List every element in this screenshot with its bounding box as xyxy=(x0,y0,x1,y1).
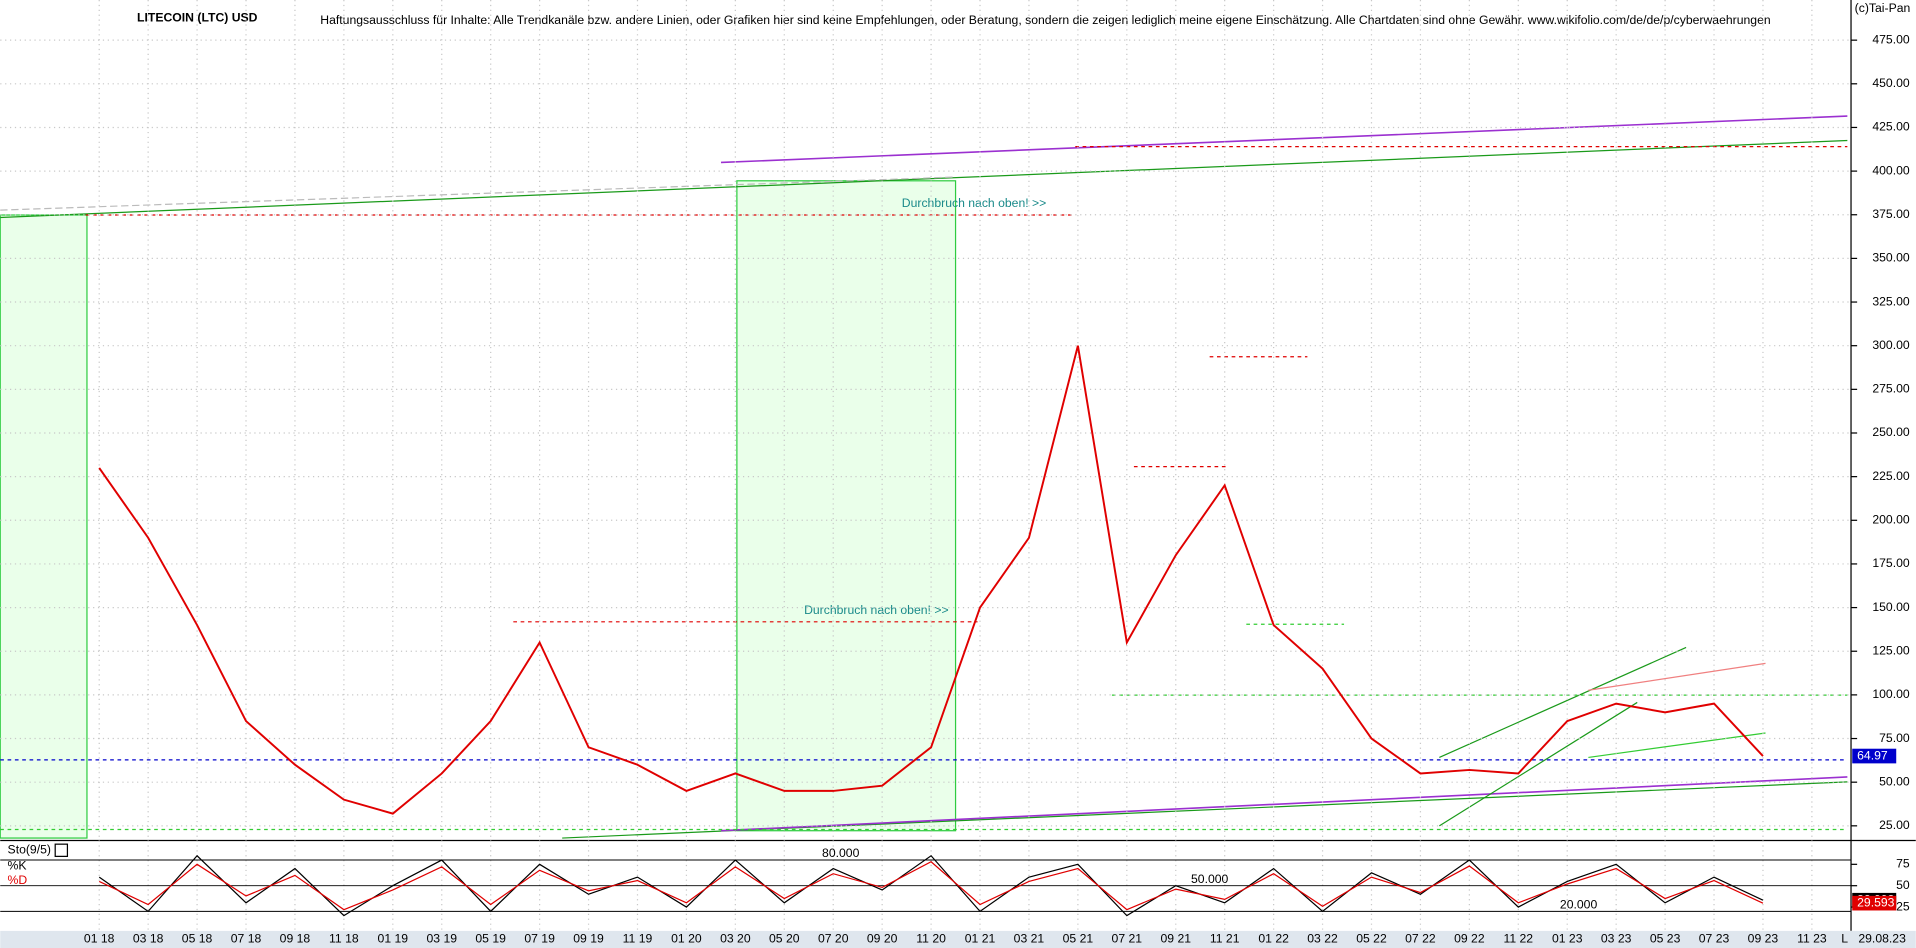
x-tick-label: 03 21 xyxy=(1014,932,1045,946)
y-tick-label: 125.00 xyxy=(1872,643,1910,657)
level-label: 20.000 xyxy=(1560,897,1598,911)
trend-line xyxy=(1588,732,1766,759)
disclaimer: Haftungsausschluss für Inhalte: Alle Tre… xyxy=(320,13,1770,27)
x-tick-label: 01 22 xyxy=(1258,932,1289,946)
trend-line xyxy=(1588,662,1766,691)
y-tick-label: 175.00 xyxy=(1872,556,1910,570)
series-line xyxy=(98,861,1764,911)
y-tick-label: 475.00 xyxy=(1872,32,1910,46)
chart-title: LITECOIN (LTC) USD xyxy=(137,11,258,25)
y-tick-label: 50 xyxy=(1896,878,1910,892)
y-tick-label: 325.00 xyxy=(1872,294,1910,308)
highlight-box xyxy=(736,180,957,832)
y-tick-label: 300.00 xyxy=(1872,338,1910,352)
highlight-box xyxy=(0,214,88,839)
trend-line xyxy=(720,115,1848,164)
series-line xyxy=(98,345,1764,815)
x-tick-label: 05 18 xyxy=(182,932,213,946)
last-value-label: 29.593 xyxy=(1857,895,1895,909)
x-tick-label: 11 22 xyxy=(1503,932,1533,946)
y-tick-label: 400.00 xyxy=(1872,163,1910,177)
x-tick-label: 07 19 xyxy=(524,932,555,946)
x-tick-label: 07 22 xyxy=(1405,932,1436,946)
trend-line xyxy=(1439,646,1687,758)
x-tick-label: 03 22 xyxy=(1307,932,1338,946)
level-label: 50.000 xyxy=(1191,872,1229,886)
trend-line xyxy=(0,176,954,211)
x-tick-label: 01 23 xyxy=(1552,932,1583,946)
legend-entry: %D xyxy=(8,873,28,887)
last-value-flag xyxy=(1852,748,1897,764)
series-line xyxy=(98,854,1764,917)
y-tick-label: 350.00 xyxy=(1872,251,1910,265)
x-tick-label: 07 23 xyxy=(1699,932,1730,946)
x-tick-label: 11 19 xyxy=(623,932,653,946)
level-label: 80.000 xyxy=(822,846,860,860)
x-tick-label: 11 21 xyxy=(1210,932,1240,946)
x-tick-label: 05 23 xyxy=(1650,932,1681,946)
x-tick-label: 07 20 xyxy=(818,932,849,946)
copyright: (c)Tai-Pan xyxy=(1855,1,1911,15)
x-tick-label: 03 19 xyxy=(426,932,457,946)
x-tick-label: 11 18 xyxy=(329,932,359,946)
x-tick-label: 01 19 xyxy=(378,932,409,946)
trend-line xyxy=(1439,701,1638,827)
x-tick-label: 05 21 xyxy=(1063,932,1094,946)
y-tick-label: 225.00 xyxy=(1872,469,1910,483)
y-tick-label: 250.00 xyxy=(1872,425,1910,439)
x-tick-label: 01 18 xyxy=(84,932,115,946)
y-tick-label: 200.00 xyxy=(1872,513,1910,527)
y-tick-label: 275.00 xyxy=(1872,382,1910,396)
legend-entry: %K xyxy=(8,858,27,872)
date-label: 29.08.23 xyxy=(1858,932,1906,946)
y-tick-label: 25.00 xyxy=(1879,818,1910,832)
panel-title: Sto(9/5) xyxy=(8,842,51,856)
panel-button[interactable] xyxy=(54,843,69,857)
x-tick-label: 03 18 xyxy=(133,932,164,946)
y-tick-label: 50.00 xyxy=(1879,774,1910,788)
y-tick-label: 150.00 xyxy=(1872,600,1910,614)
x-tick-label: 01 20 xyxy=(671,932,702,946)
x-tick-label: 11 23 xyxy=(1797,932,1827,946)
x-tick-label: 09 20 xyxy=(867,932,898,946)
y-tick-label: 375.00 xyxy=(1872,207,1910,221)
x-tick-label: 09 21 xyxy=(1160,932,1191,946)
x-tick-label: 05 20 xyxy=(769,932,800,946)
corner-label: L xyxy=(1841,932,1848,946)
x-tick-label: 07 21 xyxy=(1112,932,1143,946)
x-tick-label: 09 23 xyxy=(1748,932,1779,946)
x-tick-label: 11 20 xyxy=(916,932,946,946)
y-tick-label: 75.00 xyxy=(1879,731,1910,745)
y-tick-label: 75 xyxy=(1896,857,1910,871)
x-tick-label: 09 18 xyxy=(280,932,311,946)
x-axis-bar xyxy=(0,930,1916,948)
y-tick-label: 425.00 xyxy=(1872,120,1910,134)
y-tick-label: 450.00 xyxy=(1872,76,1910,90)
last-value-label: 64.97 xyxy=(1857,748,1888,762)
x-tick-label: 07 18 xyxy=(231,932,262,946)
x-tick-label: 01 21 xyxy=(965,932,996,946)
annotation: Durchbruch nach oben! >> xyxy=(902,196,1047,210)
x-tick-label: 09 19 xyxy=(573,932,604,946)
x-tick-label: 05 22 xyxy=(1356,932,1387,946)
trend-line xyxy=(0,139,1848,219)
trend-line xyxy=(720,776,1848,832)
last-value-flag xyxy=(1852,895,1897,911)
x-tick-label: 03 20 xyxy=(720,932,751,946)
annotation: Durchbruch nach oben! >> xyxy=(804,603,949,617)
x-tick-label: 05 19 xyxy=(475,932,506,946)
y-tick-label: 100.00 xyxy=(1872,687,1910,701)
x-tick-label: 03 23 xyxy=(1601,932,1632,946)
y-tick-label: 25 xyxy=(1896,899,1910,913)
x-tick-label: 09 22 xyxy=(1454,932,1485,946)
